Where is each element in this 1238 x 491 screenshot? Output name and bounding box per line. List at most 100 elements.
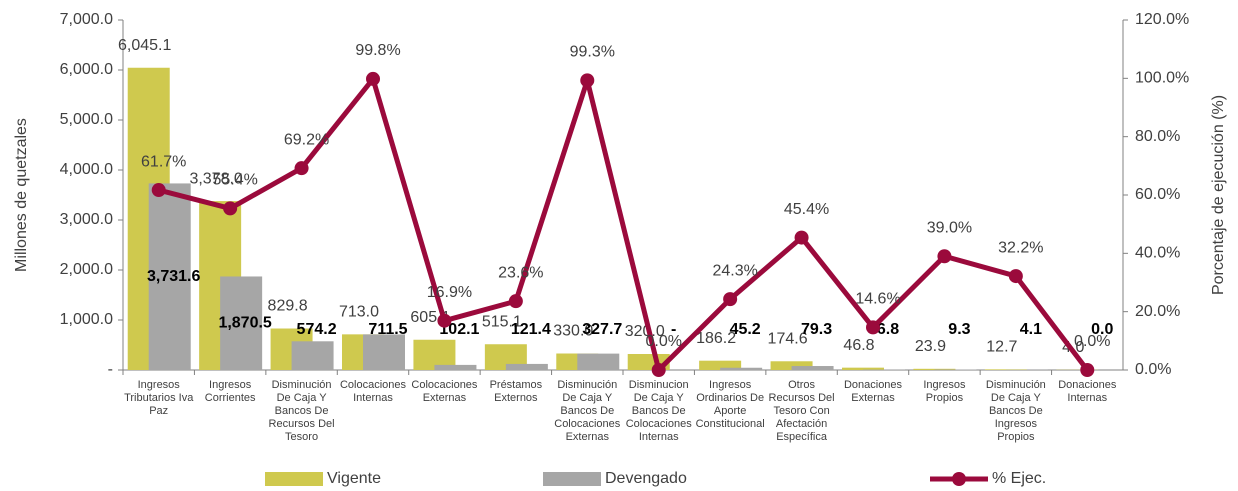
bar-value-label: 121.4 bbox=[511, 321, 551, 338]
bar-value-label: 327.7 bbox=[582, 321, 622, 338]
y2-tick-label: 120.0% bbox=[1135, 11, 1189, 28]
x-tick-label: Propios bbox=[926, 392, 964, 404]
line-marker bbox=[794, 230, 809, 245]
bar-value-label: 0.0 bbox=[1091, 321, 1113, 338]
line-value-label: 0.0% bbox=[645, 333, 681, 350]
line-marker bbox=[580, 73, 595, 88]
x-tick-label: Ingresos bbox=[995, 418, 1038, 430]
x-tick-label: De Caja Y bbox=[634, 392, 685, 404]
x-tick-label: Disminución bbox=[557, 379, 617, 391]
bar-value-label: 9.3 bbox=[948, 321, 970, 338]
legend-swatch bbox=[265, 472, 323, 486]
line-marker bbox=[651, 363, 666, 377]
x-tick-label: Afectación bbox=[776, 418, 827, 430]
line-value-label: 55.4% bbox=[212, 172, 257, 189]
bar bbox=[577, 353, 620, 370]
legend-swatch bbox=[952, 472, 966, 486]
line-marker bbox=[937, 249, 952, 264]
bar-value-label: 4.1 bbox=[1020, 321, 1042, 338]
bar bbox=[791, 366, 834, 370]
bar bbox=[699, 360, 742, 370]
bar-value-label: 1,870.5 bbox=[218, 314, 271, 331]
bar-value-label: 186.2 bbox=[696, 330, 736, 347]
bar-value-label: 3,731.6 bbox=[147, 268, 200, 285]
x-tick-label: Externas bbox=[566, 431, 610, 443]
x-tick-label: Constitucional bbox=[696, 418, 765, 430]
line-marker bbox=[366, 71, 380, 86]
bar-value-label: 713.0 bbox=[339, 304, 379, 321]
bar bbox=[148, 183, 191, 370]
line-value-label: 23.6% bbox=[498, 264, 543, 281]
line-value-label: 14.6% bbox=[855, 291, 900, 308]
x-tick-label: Ordinarios De bbox=[696, 392, 764, 404]
line-value-label: 45.4% bbox=[784, 201, 829, 218]
line-value-label: 99.3% bbox=[570, 44, 615, 61]
x-tick-label: Externos bbox=[494, 392, 538, 404]
bar bbox=[505, 363, 548, 370]
bar-value-label: - bbox=[671, 321, 676, 338]
x-tick-label: Colocaciones bbox=[340, 379, 407, 391]
x-tick-label: De Caja Y bbox=[991, 392, 1042, 404]
line-value-label: 24.3% bbox=[712, 262, 757, 279]
y-tick-label: 7,000.0 bbox=[60, 11, 113, 28]
x-tick-label: Internas bbox=[353, 392, 393, 404]
bar bbox=[984, 369, 1027, 370]
x-tick-label: Bancos De bbox=[989, 405, 1043, 417]
y2-tick-label: 100.0% bbox=[1135, 70, 1189, 87]
bar bbox=[913, 368, 956, 370]
y-axis-label: Millones de quetzales bbox=[13, 118, 30, 272]
line-value-label: 69.2% bbox=[284, 131, 329, 148]
bar-value-label: 174.6 bbox=[768, 330, 808, 347]
bar-value-label: 3,378.0 bbox=[189, 170, 242, 187]
x-tick-label: Ingresos bbox=[209, 379, 252, 391]
bar-value-label: 6.8 bbox=[877, 321, 899, 338]
y-tick-label: 2,000.0 bbox=[60, 261, 113, 278]
x-tick-label: Colocaciones bbox=[411, 379, 478, 391]
bar-value-label: 12.7 bbox=[986, 339, 1017, 356]
line-marker bbox=[294, 161, 309, 176]
legend-swatch bbox=[543, 472, 601, 486]
y2-tick-label: 20.0% bbox=[1135, 303, 1180, 320]
bar bbox=[291, 341, 334, 370]
y2-axis-label: Porcentaje de ejecución (%) bbox=[1210, 95, 1227, 295]
bar-value-label: 6,045.1 bbox=[118, 37, 171, 54]
line-marker bbox=[437, 313, 452, 328]
bar bbox=[363, 334, 405, 370]
x-tick-label: De Caja Y bbox=[277, 392, 328, 404]
x-tick-label: Internas bbox=[1067, 392, 1107, 404]
y-tick-label: 1,000.0 bbox=[60, 311, 113, 328]
x-tick-label: Préstamos bbox=[490, 379, 543, 391]
x-tick-label: Paz bbox=[149, 405, 168, 417]
bar-value-label: 79.3 bbox=[801, 321, 832, 338]
x-tick-label: Otros bbox=[788, 379, 815, 391]
line-value-label: 0.0% bbox=[1074, 333, 1110, 350]
x-tick-label: Internas bbox=[639, 431, 679, 443]
bar-value-label: 330.0 bbox=[553, 323, 593, 340]
x-tick-label: Externas bbox=[851, 392, 895, 404]
x-tick-label: Aporte bbox=[714, 405, 746, 417]
bar bbox=[720, 367, 763, 370]
line-marker bbox=[1008, 269, 1023, 284]
x-tick-label: Disminucion bbox=[629, 379, 689, 391]
x-tick-label: Ingresos bbox=[709, 379, 752, 391]
bar bbox=[842, 367, 884, 370]
x-tick-label: Tesoro bbox=[285, 431, 318, 443]
x-tick-label: Colocaciones bbox=[626, 418, 693, 430]
x-tick-label: Bancos De bbox=[632, 405, 686, 417]
legend-label: Devengado bbox=[605, 470, 687, 487]
bar-value-label: 515.1 bbox=[482, 313, 522, 330]
legend-label: Vigente bbox=[327, 470, 381, 487]
x-tick-label: Recursos Del bbox=[769, 392, 835, 404]
x-tick-label: Bancos De bbox=[560, 405, 614, 417]
line-value-label: 39.0% bbox=[927, 219, 972, 236]
legend-label: % Ejec. bbox=[992, 470, 1046, 487]
bar bbox=[770, 361, 813, 370]
line-marker bbox=[866, 320, 880, 335]
line-value-label: 32.2% bbox=[998, 239, 1043, 256]
line-marker bbox=[508, 294, 523, 309]
x-tick-label: Disminución bbox=[986, 379, 1046, 391]
bar bbox=[220, 276, 263, 370]
x-tick-label: Corrientes bbox=[205, 392, 256, 404]
bar-value-label: 45.2 bbox=[730, 321, 761, 338]
